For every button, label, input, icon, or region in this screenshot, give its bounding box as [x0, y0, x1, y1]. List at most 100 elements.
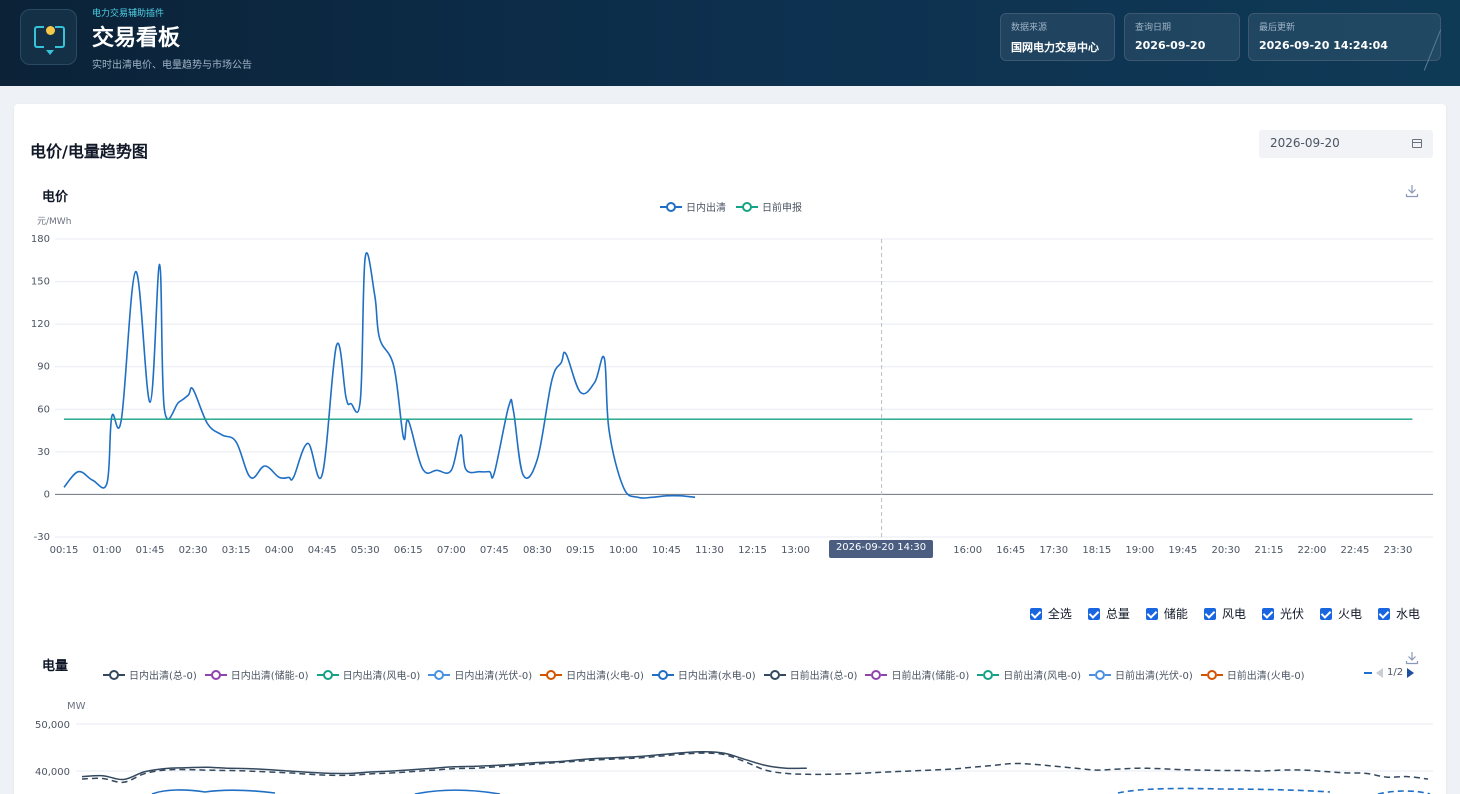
logo-dot	[46, 26, 55, 35]
legend-item[interactable]: 日前出清(总-0)	[763, 667, 858, 682]
x-tick-label: 21:15	[1254, 545, 1283, 556]
legend-item[interactable]: 日前出清(光伏-0)	[1089, 667, 1193, 682]
pager-prev-icon[interactable]	[1376, 667, 1383, 678]
date-picker[interactable]: 2026-09-20	[1259, 130, 1433, 158]
download-icon[interactable]	[1405, 184, 1419, 198]
filter-checkbox[interactable]: 全选	[1029, 605, 1072, 622]
legend-marker	[660, 201, 682, 212]
legend-label: 日前出清(光伏-0)	[1115, 671, 1193, 682]
legend-label: 日内出清(储能-0)	[230, 671, 309, 682]
legend-label: 日内出清(风电-0)	[342, 671, 421, 682]
download-icon[interactable]	[1405, 651, 1419, 665]
legend-item[interactable]: 日内出清(水电-0)	[651, 667, 756, 682]
x-tick-label: 18:15	[1082, 545, 1111, 556]
y-axis-unit: 元/MWh	[37, 217, 71, 227]
legend-item[interactable]: 日前出清(火电-0)	[1200, 667, 1305, 682]
x-tick-label: 00:15	[50, 545, 79, 556]
x-tick-label: 04:45	[308, 545, 337, 556]
legend-item[interactable]: 日内出清(风电-0)	[316, 667, 421, 682]
price-legend: 日内出清 日前申报	[660, 199, 802, 214]
filter-label: 风电	[1221, 607, 1246, 621]
legend-label: 日内出清(火电-0)	[566, 671, 644, 682]
pager-label: 1/2	[1387, 667, 1404, 678]
app-header: 电力交易辅助插件 交易看板 实时出清电价、电量趋势与市场公告 数据来源 国网电力…	[0, 0, 1460, 86]
legend-marker	[316, 669, 339, 680]
y-tick-label: 60	[37, 404, 50, 415]
legend-item[interactable]: 日内出清(总-0)	[103, 667, 197, 682]
filter-label: 总量	[1105, 607, 1130, 621]
pager-next-icon[interactable]	[1407, 667, 1415, 678]
y-tick-label: 90	[37, 362, 50, 373]
data-source-label: 数据来源	[1011, 23, 1048, 33]
filter-checkbox[interactable]: 风电	[1203, 605, 1246, 622]
logo-arrow	[46, 50, 54, 55]
x-tick-label: 22:00	[1298, 545, 1327, 556]
series-line-intraday	[63, 252, 696, 499]
legend-marker	[204, 669, 227, 680]
legend-label: 日前出清(总-0)	[789, 671, 858, 682]
checkbox-checked-icon	[1203, 607, 1216, 620]
legend-item[interactable]: 日内出清(光伏-0)	[428, 667, 532, 682]
series-filter: 全选 总量 储能 风电 光伏 火电 水电	[1029, 605, 1420, 622]
legend-label: 日内出清(水电-0)	[677, 671, 756, 682]
logo-bracket-left	[34, 26, 44, 48]
filter-label: 火电	[1337, 607, 1362, 621]
y-tick-label: 120	[31, 319, 50, 330]
checkbox-checked-icon	[1029, 607, 1042, 620]
legend-item-intraday[interactable]: 日内出清	[660, 199, 726, 214]
volume-legend: 日内出清(总-0) 日内出清(储能-0) 日内出清(风电-0) 日内出清(光伏-0) 日…	[103, 667, 1305, 682]
legend-marker	[103, 669, 125, 680]
date-picker-value: 2026-09-20	[1270, 136, 1340, 150]
x-tick-label: 02:30	[179, 545, 208, 556]
x-tick-label: 01:00	[93, 545, 122, 556]
filter-checkbox[interactable]: 火电	[1319, 605, 1362, 622]
x-tick-label: 16:00	[953, 545, 982, 556]
legend-item[interactable]: 日内出清(火电-0)	[540, 667, 644, 682]
y-tick-label: 150	[31, 277, 50, 288]
legend-pager: 1/2	[1364, 667, 1415, 678]
trend-panel: 电价/电量趋势图 2026-09-20	[14, 104, 1446, 794]
legend-marker	[1200, 669, 1223, 680]
checkbox-checked-icon	[1145, 607, 1158, 620]
app-subtitle: 实时出清电价、电量趋势与市场公告	[92, 60, 252, 71]
x-tick-label: 05:30	[351, 545, 380, 556]
legend-item[interactable]: 日前出清(储能-0)	[865, 667, 969, 682]
query-date-label: 查询日期	[1135, 23, 1172, 33]
checkbox-checked-icon	[1319, 607, 1332, 620]
last-update-value: 2026-09-20 14:24:04	[1259, 39, 1388, 52]
price-chart-heading: 电价	[42, 190, 69, 205]
filter-checkbox[interactable]: 储能	[1145, 605, 1188, 622]
logo-bracket-right	[55, 26, 65, 48]
legend-marker	[977, 669, 1000, 680]
last-update-label: 最后更新	[1259, 23, 1296, 33]
legend-item[interactable]: 日前出清(风电-0)	[977, 667, 1081, 682]
x-tick-label: 11:30	[695, 545, 724, 556]
x-tick-label: 19:45	[1168, 545, 1197, 556]
x-tick-label: 17:30	[1039, 545, 1068, 556]
checkbox-checked-icon	[1087, 607, 1100, 620]
filter-checkbox[interactable]: 总量	[1087, 605, 1130, 622]
legend-marker	[428, 669, 451, 680]
x-tick-label: 16:45	[996, 545, 1025, 556]
legend-item[interactable]: 日内出清(储能-0)	[204, 667, 309, 682]
app-title: 交易看板	[92, 26, 181, 51]
legend-marker	[736, 201, 758, 212]
legend-marker	[540, 669, 563, 680]
y-tick-label: 30	[37, 447, 50, 458]
legend-item-dayahead[interactable]: 日前申报	[736, 199, 802, 214]
x-tick-label: 04:00	[265, 545, 294, 556]
last-update-card: 最后更新 2026-09-20 14:24:04	[1248, 13, 1441, 61]
filter-checkbox[interactable]: 水电	[1377, 605, 1420, 622]
app-logo	[20, 9, 77, 65]
y-tick-label: -30	[34, 532, 50, 543]
x-tick-label: 23:30	[1384, 545, 1413, 556]
legend-overflow-marker	[1364, 671, 1372, 674]
y-tick-label: 0	[44, 489, 50, 500]
data-source-value: 国网电力交易中心	[1011, 41, 1099, 54]
x-tick-label: 07:45	[480, 545, 509, 556]
x-tick-label: 20:30	[1211, 545, 1240, 556]
filter-checkbox[interactable]: 光伏	[1261, 605, 1304, 622]
x-tick-label: 19:00	[1125, 545, 1154, 556]
legend-label: 日前出清(储能-0)	[891, 671, 970, 682]
y-tick-label: 180	[31, 234, 50, 245]
